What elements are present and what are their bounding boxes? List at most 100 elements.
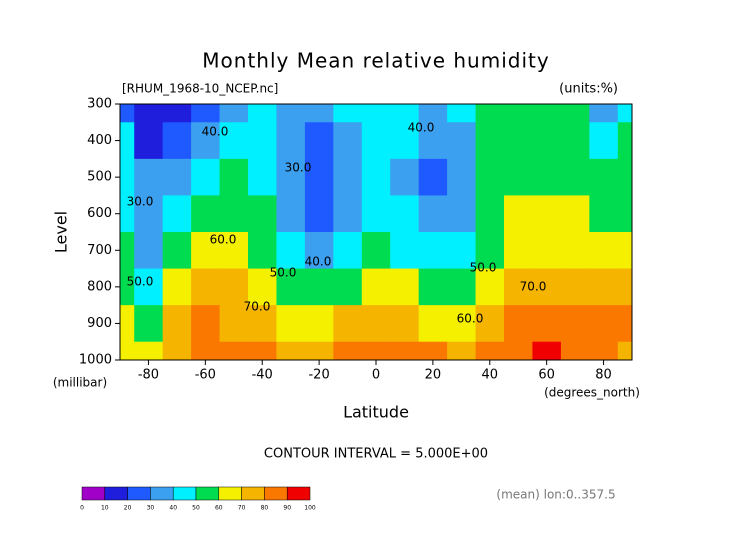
contour-cell — [162, 195, 192, 233]
colorbar-label: 40 — [169, 505, 177, 512]
contour-label: 30.0 — [285, 161, 312, 175]
contour-cell — [617, 104, 633, 123]
contour-cell — [276, 305, 306, 343]
contour-cell — [333, 104, 363, 123]
contour-cell — [617, 341, 633, 361]
contour-cell — [475, 122, 505, 160]
contour-cell — [617, 158, 633, 196]
contour-cell — [418, 158, 448, 196]
contour-cell — [560, 195, 590, 233]
x-tick-label: 60 — [538, 368, 555, 383]
contour-cell — [447, 268, 477, 306]
x-tick-label: 20 — [425, 368, 442, 383]
y-tick-label: 800 — [87, 279, 112, 294]
contour-cell — [248, 122, 277, 160]
contour-cell — [504, 104, 533, 123]
contour-cell — [390, 104, 420, 123]
contour-cell — [120, 341, 135, 361]
contour-cell — [248, 158, 277, 196]
colorbar-swatch — [218, 486, 242, 501]
contour-cell — [589, 232, 619, 270]
contour-cell — [532, 122, 562, 160]
contour-cell — [162, 305, 192, 343]
contour-cell — [532, 232, 562, 270]
contour-cell — [134, 305, 164, 343]
contour-cell — [361, 305, 391, 343]
colorbar-swatch — [127, 486, 151, 501]
contour-cell — [560, 122, 590, 160]
contour-cell — [447, 341, 477, 361]
colorbar-label: 20 — [124, 505, 132, 512]
contour-cell — [219, 268, 249, 306]
contour-cell — [304, 122, 334, 160]
x-tick-label: -60 — [195, 368, 216, 383]
contour-cell — [504, 195, 533, 233]
contour-cell — [418, 122, 448, 160]
contour-label: 40.0 — [408, 121, 435, 135]
contour-cell — [134, 158, 164, 196]
contour-cell — [475, 341, 505, 361]
contour-cell — [504, 341, 533, 361]
y-tick-label: 400 — [87, 133, 112, 148]
contour-cell — [134, 341, 164, 361]
contour-label: 60.0 — [457, 312, 484, 326]
x-tick-label: 0 — [372, 368, 380, 383]
contour-cell — [361, 268, 391, 306]
contour-cell — [162, 122, 192, 160]
colorbar-label: 0 — [80, 505, 84, 512]
contour-cell — [475, 268, 505, 306]
colorbar-label: 50 — [192, 505, 200, 512]
contour-cell — [276, 268, 306, 306]
contour-cell — [333, 341, 363, 361]
contour-label: 50.0 — [270, 266, 297, 280]
contour-cell — [418, 305, 448, 343]
contour-cell — [361, 122, 391, 160]
contour-cell — [333, 268, 363, 306]
contour-cell — [589, 122, 619, 160]
colorbar-label: 100 — [304, 505, 316, 512]
contour-cell — [361, 341, 391, 361]
colorbar-label: 10 — [101, 505, 109, 512]
contour-cell — [191, 305, 221, 343]
contour-cell — [248, 232, 277, 270]
contour-cell — [120, 305, 135, 343]
contour-cell — [134, 268, 164, 306]
contour-cell — [191, 195, 221, 233]
contour-cell — [532, 268, 562, 306]
colorbar-swatch — [104, 486, 128, 501]
contour-cell — [617, 232, 633, 270]
colorbar-label: 90 — [283, 505, 291, 512]
contour-cell — [304, 104, 334, 123]
colorbar-swatch — [81, 486, 106, 501]
contour-cell — [304, 268, 334, 306]
contour-cell — [504, 232, 533, 270]
colorbar-label: 70 — [238, 505, 246, 512]
contour-label: 70.0 — [520, 280, 547, 294]
x-tick-label: 80 — [595, 368, 612, 383]
contour-cell — [219, 104, 249, 123]
contour-cell — [418, 232, 448, 270]
contour-cell — [560, 305, 590, 343]
y-unit: (millibar) — [53, 376, 107, 390]
contour-cell — [361, 195, 391, 233]
colorbar-label: 80 — [261, 505, 269, 512]
y-tick-label: 700 — [87, 243, 112, 258]
contour-cell — [219, 341, 249, 361]
chart-title: Monthly Mean relative humidity — [202, 49, 549, 73]
contour-cell — [589, 104, 619, 123]
contour-cell — [447, 195, 477, 233]
contour-cell — [304, 232, 334, 270]
contour-cell — [219, 122, 249, 160]
colorbar-swatch — [264, 486, 288, 501]
interval-note: CONTOUR INTERVAL = 5.000E+00 — [264, 447, 488, 462]
contour-cell — [276, 158, 306, 196]
y-tick-label: 1000 — [79, 353, 112, 368]
x-axis-label: Latitude — [343, 403, 409, 422]
contour-cell — [418, 341, 448, 361]
colorbar-swatch — [150, 486, 174, 501]
colorbar-swatch — [241, 486, 265, 501]
contour-cell — [418, 104, 448, 123]
contour-cell — [333, 232, 363, 270]
contour-cell — [390, 158, 420, 196]
